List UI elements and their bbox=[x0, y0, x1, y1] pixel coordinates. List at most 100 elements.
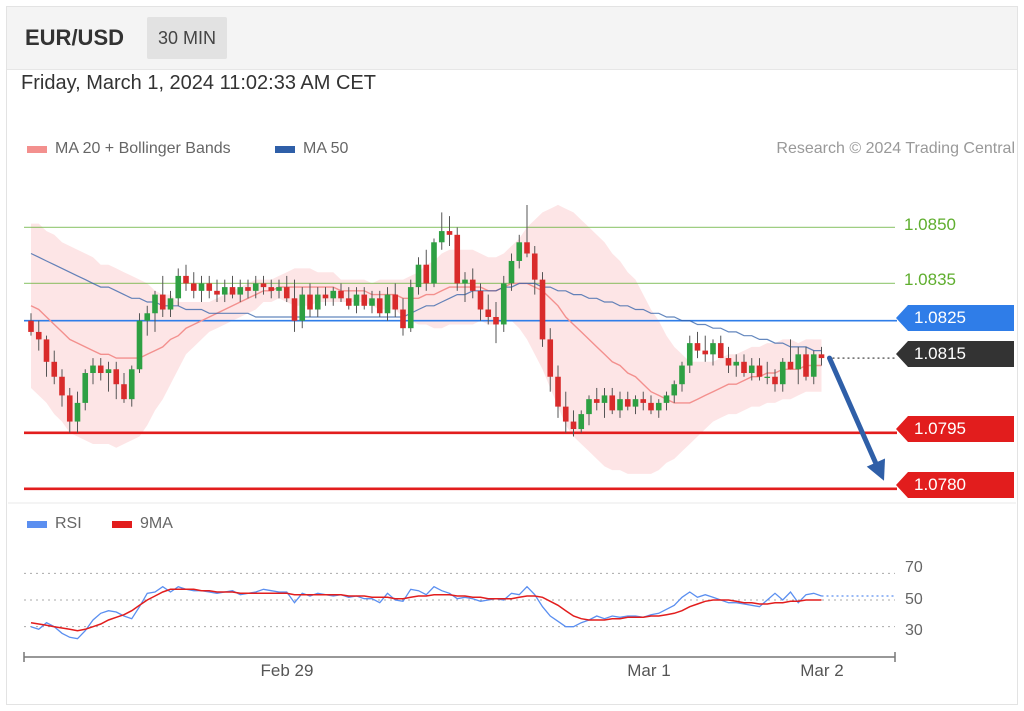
candle-body bbox=[787, 361, 794, 370]
legend-rsi: RSI bbox=[27, 515, 82, 533]
candle-body bbox=[686, 343, 693, 366]
candle-body bbox=[167, 298, 174, 310]
candle-body bbox=[361, 294, 368, 306]
timeframe-button[interactable]: 30 MIN bbox=[147, 17, 228, 59]
candle-body bbox=[454, 234, 461, 284]
candle-body bbox=[407, 287, 414, 329]
candle-body bbox=[268, 287, 275, 291]
candle-body bbox=[307, 294, 313, 310]
candle-body bbox=[818, 354, 825, 359]
pivot-pill: 1.0825 bbox=[896, 305, 1014, 331]
chart-datetime: Friday, March 1, 2024 11:02:33 AM CET bbox=[21, 72, 376, 94]
candle-body bbox=[671, 384, 678, 396]
candle-body bbox=[206, 283, 213, 291]
candle-body bbox=[772, 376, 778, 385]
candle-body bbox=[648, 402, 654, 411]
candle-body bbox=[128, 369, 135, 400]
resistance-label-1: 1.0850 bbox=[904, 215, 956, 234]
x-tick-feb29: Feb 29 bbox=[260, 661, 314, 680]
candle-body bbox=[330, 290, 337, 299]
candle-body bbox=[175, 275, 182, 299]
candle-body bbox=[415, 264, 422, 288]
candle-body bbox=[764, 376, 771, 378]
legend-rsi-ma-label: 9MA bbox=[140, 515, 173, 532]
candle-body bbox=[702, 350, 709, 355]
candle-body bbox=[190, 283, 197, 291]
support-label-1: 1.0795 bbox=[914, 419, 966, 438]
candle-body bbox=[477, 290, 484, 310]
bollinger-bands bbox=[31, 204, 822, 474]
support-pill-2: 1.0780 bbox=[896, 472, 1014, 498]
candle-body bbox=[66, 395, 73, 422]
candle-body bbox=[74, 402, 81, 422]
candle-body bbox=[113, 369, 120, 385]
support-label-2: 1.0780 bbox=[914, 475, 966, 494]
candle-body bbox=[299, 294, 306, 321]
candle-body bbox=[353, 294, 360, 306]
candle-body bbox=[314, 294, 321, 310]
candle-body bbox=[276, 287, 282, 291]
candle-body bbox=[493, 316, 499, 325]
current-price-label: 1.0815 bbox=[914, 344, 966, 363]
candle-body bbox=[97, 365, 104, 374]
candle-body bbox=[795, 354, 802, 370]
candle-body bbox=[562, 406, 569, 422]
research-credit: Research © 2024 Trading Central bbox=[776, 140, 1015, 157]
candle-body bbox=[82, 373, 89, 403]
forecast-arrow-shaft bbox=[827, 355, 883, 476]
candle-body bbox=[609, 395, 616, 411]
candle-body bbox=[725, 358, 732, 366]
chart-header: EUR/USD 30 MIN bbox=[7, 7, 1017, 70]
candle-body bbox=[198, 283, 205, 291]
rsi-line bbox=[30, 585, 822, 640]
candle-body bbox=[733, 361, 740, 366]
candle-body bbox=[237, 287, 244, 295]
rsi-level-70: 70 bbox=[905, 559, 923, 576]
candle-body bbox=[260, 283, 267, 288]
symbol-title: EUR/USD bbox=[25, 25, 125, 50]
candle-body bbox=[384, 294, 391, 314]
candle-body bbox=[338, 290, 344, 299]
ma50-swatch bbox=[275, 145, 295, 153]
candle-body bbox=[159, 294, 166, 310]
candle-body bbox=[617, 399, 623, 411]
candle-body bbox=[717, 343, 724, 359]
candle-body bbox=[803, 354, 809, 377]
candle-body bbox=[508, 260, 515, 284]
legend-rsi-label: RSI bbox=[55, 515, 82, 532]
candle-body bbox=[462, 279, 468, 284]
candle-body bbox=[392, 294, 399, 310]
candle-body bbox=[593, 399, 600, 403]
legend-ma20-label: MA 20 + Bollinger Bands bbox=[55, 140, 231, 157]
rsi-level-50: 50 bbox=[905, 591, 923, 608]
rsi-level-30: 30 bbox=[905, 622, 923, 639]
candle-body bbox=[28, 320, 34, 332]
candle-body bbox=[43, 339, 50, 362]
candle-body bbox=[144, 313, 151, 321]
ma20-swatch bbox=[27, 145, 47, 153]
candle-body bbox=[59, 376, 65, 396]
candle-body bbox=[679, 365, 685, 385]
current-price-pill: 1.0815 bbox=[896, 341, 1014, 367]
legend-rsi-ma: 9MA bbox=[112, 515, 173, 533]
candle-body bbox=[710, 343, 716, 355]
legend-ma50-label: MA 50 bbox=[303, 140, 349, 157]
candle-body bbox=[400, 309, 406, 329]
forecast-arrow-head bbox=[866, 458, 886, 481]
support-pill-1: 1.0795 bbox=[896, 416, 1014, 442]
candle-body bbox=[810, 354, 817, 377]
candle-body bbox=[632, 399, 639, 407]
candle-body bbox=[524, 242, 530, 254]
candle-body bbox=[438, 231, 445, 243]
candle-body bbox=[221, 287, 228, 295]
candle-body bbox=[136, 320, 143, 370]
candle-body bbox=[741, 361, 747, 374]
candle-body bbox=[516, 242, 523, 261]
candle-body bbox=[500, 283, 507, 325]
candle-body bbox=[663, 395, 670, 403]
candle-body bbox=[601, 395, 608, 403]
rsi-ma-swatch bbox=[112, 520, 132, 528]
rsi-swatch bbox=[27, 520, 47, 528]
candle-body bbox=[35, 331, 42, 340]
resistance-label-2: 1.0835 bbox=[904, 270, 956, 289]
